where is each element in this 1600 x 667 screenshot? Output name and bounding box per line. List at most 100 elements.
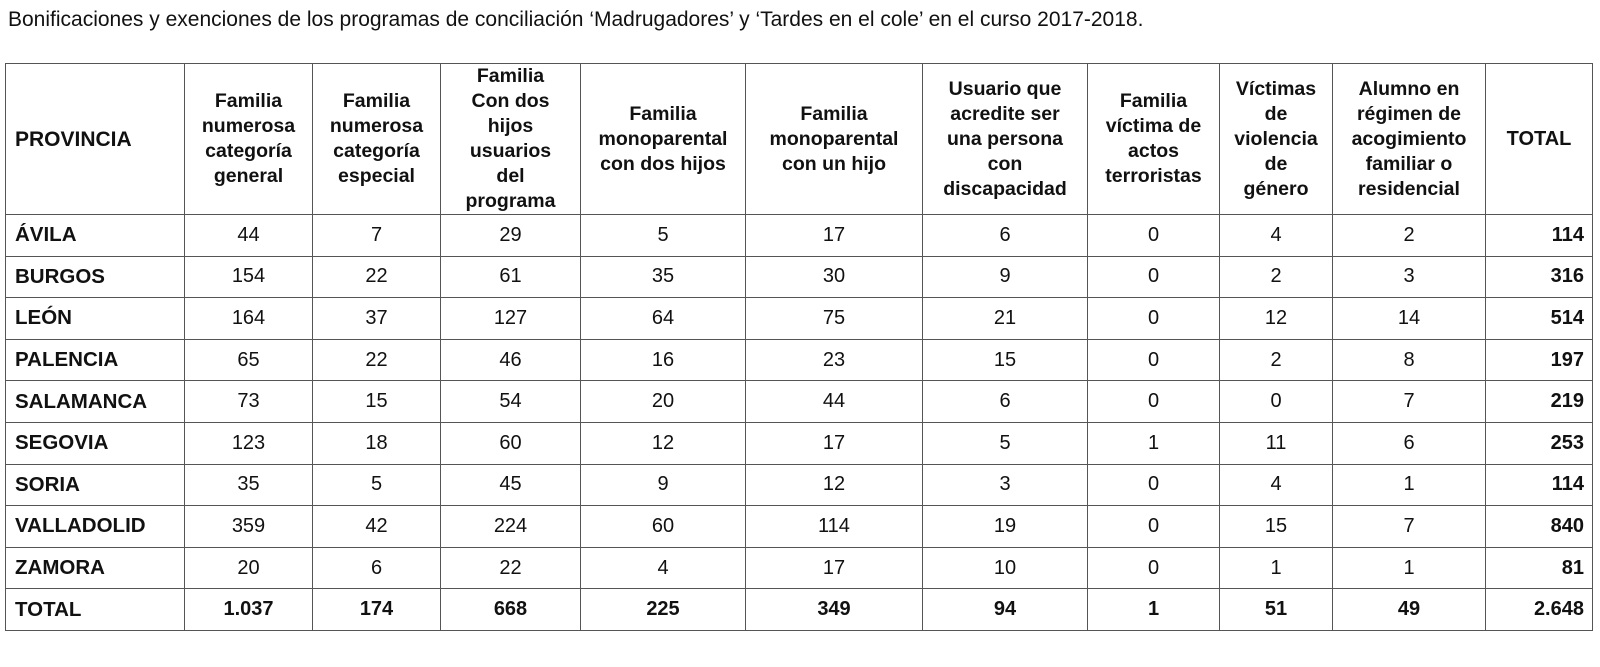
value-cell: 35 <box>184 463 313 507</box>
province-cell: BURGOS <box>5 255 185 299</box>
column-header: Víctimas de violencia de género <box>1219 63 1333 215</box>
value-cell: 668 <box>440 588 581 631</box>
column-header-line: usuarios <box>469 140 552 162</box>
value-cell: 20 <box>580 380 746 423</box>
column-header-line: acogimiento <box>1351 127 1467 150</box>
value-cell: 73 <box>184 380 313 423</box>
value-cell: 12 <box>745 463 923 507</box>
table-row: PALENCIA 65 22 46 16 23 15 0 2 8 197 <box>5 338 1593 382</box>
column-header-line: Familia <box>342 90 411 112</box>
column-header-line: actos <box>1128 140 1179 162</box>
value-cell: 7 <box>1332 380 1486 423</box>
table-row: SALAMANCA 73 15 54 20 44 6 0 0 7 219 <box>5 380 1593 423</box>
column-header-line: acredite ser <box>950 102 1060 125</box>
column-header-line: una persona <box>947 127 1063 150</box>
value-cell: 114 <box>745 505 923 548</box>
row-total-cell: 114 <box>1485 463 1593 507</box>
total-label: TOTAL <box>5 588 185 631</box>
value-cell: 45 <box>440 463 581 507</box>
value-cell: 123 <box>184 421 313 465</box>
row-total-cell: 840 <box>1485 505 1593 548</box>
province-cell: SEGOVIA <box>5 421 185 465</box>
value-cell: 1.037 <box>184 588 313 631</box>
column-header-line: terroristas <box>1105 165 1202 187</box>
value-cell: 127 <box>440 297 581 340</box>
value-cell: 11 <box>1219 421 1333 465</box>
column-header-line: Familia <box>214 90 283 112</box>
column-header-line: discapacidad <box>943 177 1067 200</box>
value-cell: 46 <box>440 338 581 382</box>
value-cell: 15 <box>1219 505 1333 548</box>
column-header: Alumno en régimen de acogimiento familiar o… <box>1332 63 1486 215</box>
column-header-line: monoparental <box>769 127 899 150</box>
row-total-cell: 253 <box>1485 421 1593 465</box>
value-cell: 1 <box>1332 463 1486 507</box>
value-cell: 22 <box>312 255 441 299</box>
value-cell: 17 <box>745 214 923 257</box>
value-cell: 2 <box>1332 214 1486 257</box>
column-header-line: régimen de <box>1356 102 1462 125</box>
column-header-line: Con dos <box>471 90 550 112</box>
value-cell: 60 <box>580 505 746 548</box>
column-header-line: Familia <box>800 102 868 125</box>
table-row: SORIA 35 5 45 9 12 3 0 4 1 114 <box>5 463 1593 507</box>
table-body: ÁVILA 44 7 29 5 17 6 0 4 2 114 BURGOS 154 22 61 35 30 9 0 2… <box>5 214 1593 631</box>
value-cell: 51 <box>1219 588 1333 631</box>
value-cell: 49 <box>1332 588 1486 631</box>
column-header: Usuario que acredite ser una persona con dis… <box>922 63 1088 215</box>
value-cell: 44 <box>184 214 313 257</box>
value-cell: 60 <box>440 421 581 465</box>
column-header-line: numerosa <box>201 115 296 137</box>
value-cell: 16 <box>580 338 746 382</box>
row-total-cell: 316 <box>1485 255 1593 299</box>
value-cell: 54 <box>440 380 581 423</box>
value-cell: 0 <box>1087 214 1220 257</box>
value-cell: 164 <box>184 297 313 340</box>
column-header-line: categoría <box>333 140 420 162</box>
total-row: TOTAL 1.037 174 668 225 349 94 1 51 49 2.648 <box>5 588 1593 631</box>
column-header-line: Familia <box>476 65 545 87</box>
value-cell: 5 <box>922 421 1088 465</box>
column-header-line: general <box>213 165 284 187</box>
column-header-line: PROVINCIA <box>15 127 132 151</box>
value-cell: 0 <box>1087 463 1220 507</box>
column-header-line: Alumno en <box>1358 77 1460 100</box>
column-header-line: especial <box>338 165 415 187</box>
value-cell: 15 <box>922 338 1088 382</box>
value-cell: 0 <box>1087 338 1220 382</box>
column-header-line: TOTAL <box>1506 127 1572 150</box>
row-total-cell: 2.648 <box>1485 588 1593 631</box>
column-header: Familia numerosa categoría general <box>184 63 313 215</box>
value-cell: 12 <box>1219 297 1333 340</box>
column-header-line: Usuario que <box>948 77 1062 100</box>
column-header-line: Familia <box>1119 90 1188 112</box>
value-cell: 0 <box>1087 546 1220 590</box>
column-header-line: de <box>1264 152 1288 175</box>
value-cell: 17 <box>745 421 923 465</box>
column-header: Familia víctima de actos terroristas <box>1087 63 1220 215</box>
column-header-line: con <box>987 152 1023 175</box>
value-cell: 21 <box>922 297 1088 340</box>
value-cell: 6 <box>312 546 441 590</box>
value-cell: 65 <box>184 338 313 382</box>
value-cell: 3 <box>1332 255 1486 299</box>
value-cell: 2 <box>1219 338 1333 382</box>
value-cell: 10 <box>922 546 1088 590</box>
column-header-line: del <box>496 165 525 187</box>
value-cell: 6 <box>922 214 1088 257</box>
value-cell: 174 <box>312 588 441 631</box>
value-cell: 224 <box>440 505 581 548</box>
value-cell: 0 <box>1087 380 1220 423</box>
table-row: BURGOS 154 22 61 35 30 9 0 2 3 316 <box>5 255 1593 299</box>
column-header-line: familiar o <box>1365 152 1453 175</box>
column-header-line: residencial <box>1358 177 1460 200</box>
value-cell: 20 <box>184 546 313 590</box>
value-cell: 22 <box>312 338 441 382</box>
value-cell: 29 <box>440 214 581 257</box>
province-cell: PALENCIA <box>5 338 185 382</box>
row-total-cell: 219 <box>1485 380 1593 423</box>
value-cell: 0 <box>1219 380 1333 423</box>
column-header-line: víctima de <box>1105 115 1202 137</box>
value-cell: 23 <box>745 338 923 382</box>
province-cell: SALAMANCA <box>5 380 185 423</box>
